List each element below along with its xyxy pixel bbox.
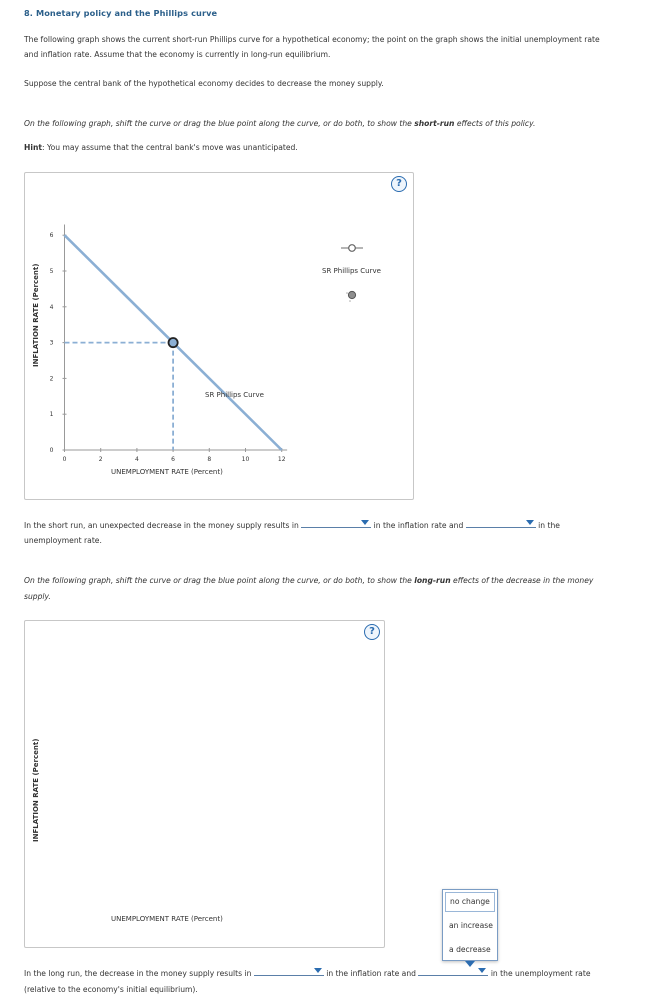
y-tick-label: 2 xyxy=(50,375,54,382)
dropdown-option-no-change[interactable]: no change xyxy=(445,892,495,912)
y-tick-label: 3 xyxy=(50,340,54,347)
intro-line-2: and inflation rate. Assume that the econ… xyxy=(24,50,331,59)
x-tick-label: 0 xyxy=(63,456,67,463)
chevron-down-icon xyxy=(313,968,322,973)
y-axis-label: INFLATION RATE (Percent) xyxy=(32,738,40,842)
q1-text-3: in the xyxy=(538,521,560,530)
instruction-long-pre: On the following graph, shift the curve … xyxy=(24,576,415,585)
q1-dropdown-inflation[interactable] xyxy=(301,517,372,528)
equilibrium-point[interactable] xyxy=(167,337,179,349)
point-tool-icon[interactable] xyxy=(347,290,357,300)
y-tick-label: 4 xyxy=(50,304,54,311)
chevron-down-icon xyxy=(525,520,534,525)
q1-text-2: in the inflation rate and xyxy=(373,521,464,530)
graph-panel-long-run xyxy=(24,620,385,948)
instruction-long-run: On the following graph, shift the curve … xyxy=(24,573,639,589)
instruction-short-bold: short-run xyxy=(414,119,455,128)
q1-text-1: In the short run, an unexpected decrease… xyxy=(24,521,299,530)
graph-panel-short-run xyxy=(24,172,414,500)
x-axis-label: UNEMPLOYMENT RATE (Percent) xyxy=(111,915,223,923)
x-tick-label: 6 xyxy=(171,456,175,463)
point-tool-dot xyxy=(349,300,351,302)
question-1: In the short run, an unexpected decrease… xyxy=(24,517,644,534)
instruction-long-line2: supply. xyxy=(24,592,51,601)
chevron-down-icon xyxy=(361,520,370,525)
q2-text-3: in the unemployment rate xyxy=(490,969,591,978)
y-tick-label: 1 xyxy=(50,411,54,418)
q1-dropdown-unemployment[interactable] xyxy=(465,517,536,528)
dropdown-menu: no change an increase a decrease xyxy=(442,889,498,961)
dropdown-caret-icon xyxy=(465,961,475,967)
dropdown-option-increase[interactable]: an increase xyxy=(449,921,493,930)
x-axis-label: UNEMPLOYMENT RATE (Percent) xyxy=(111,468,223,476)
scenario-text: Suppose the central bank of the hypothet… xyxy=(24,79,384,88)
help-icon[interactable]: ? xyxy=(364,624,380,640)
q2-text-1: In the long run, the decrease in the mon… xyxy=(24,969,252,978)
intro-text: The following graph shows the current sh… xyxy=(24,32,600,63)
x-tick-label: 10 xyxy=(242,456,250,463)
dropdown-option-decrease[interactable]: a decrease xyxy=(449,945,491,954)
instruction-long-bold: long-run xyxy=(414,576,451,585)
hint-body: : You may assume that the central bank's… xyxy=(42,143,298,152)
q2-dropdown-inflation[interactable] xyxy=(253,965,324,976)
curve-label: SR Phillips Curve xyxy=(205,391,264,399)
curve-tool-handle[interactable] xyxy=(348,244,356,252)
instruction-long-post: effects of the decrease in the money xyxy=(450,576,594,585)
question-2: In the long run, the decrease in the mon… xyxy=(24,965,654,982)
question-title: 8. Monetary policy and the Phillips curv… xyxy=(24,8,218,18)
q2-dropdown-unemployment[interactable] xyxy=(418,965,489,976)
x-tick-label: 8 xyxy=(207,456,211,463)
x-tick-label: 12 xyxy=(278,456,286,463)
instruction-short-pre: On the following graph, shift the curve … xyxy=(24,119,415,128)
legend-curve-label: SR Phillips Curve xyxy=(322,267,381,275)
y-tick-label: 0 xyxy=(50,447,54,454)
intro-line-1: The following graph shows the current sh… xyxy=(24,35,600,44)
hint-text: Hint: You may assume that the central ba… xyxy=(24,140,298,156)
chevron-down-icon xyxy=(478,968,487,973)
instruction-short-run: On the following graph, shift the curve … xyxy=(24,116,535,132)
y-tick-label: 6 xyxy=(50,232,54,239)
x-tick-label: 2 xyxy=(99,456,103,463)
q2-text-4: (relative to the economy's initial equil… xyxy=(24,985,198,994)
q1-text-4: unemployment rate. xyxy=(24,536,102,545)
hint-label: Hint xyxy=(24,143,42,152)
x-tick-label: 4 xyxy=(135,456,139,463)
point-tool-dot xyxy=(346,292,348,294)
y-tick-label: 5 xyxy=(50,268,54,275)
instruction-short-post: effects of this policy. xyxy=(454,119,536,128)
q2-text-2: in the inflation rate and xyxy=(326,969,416,978)
help-icon[interactable]: ? xyxy=(391,176,407,192)
